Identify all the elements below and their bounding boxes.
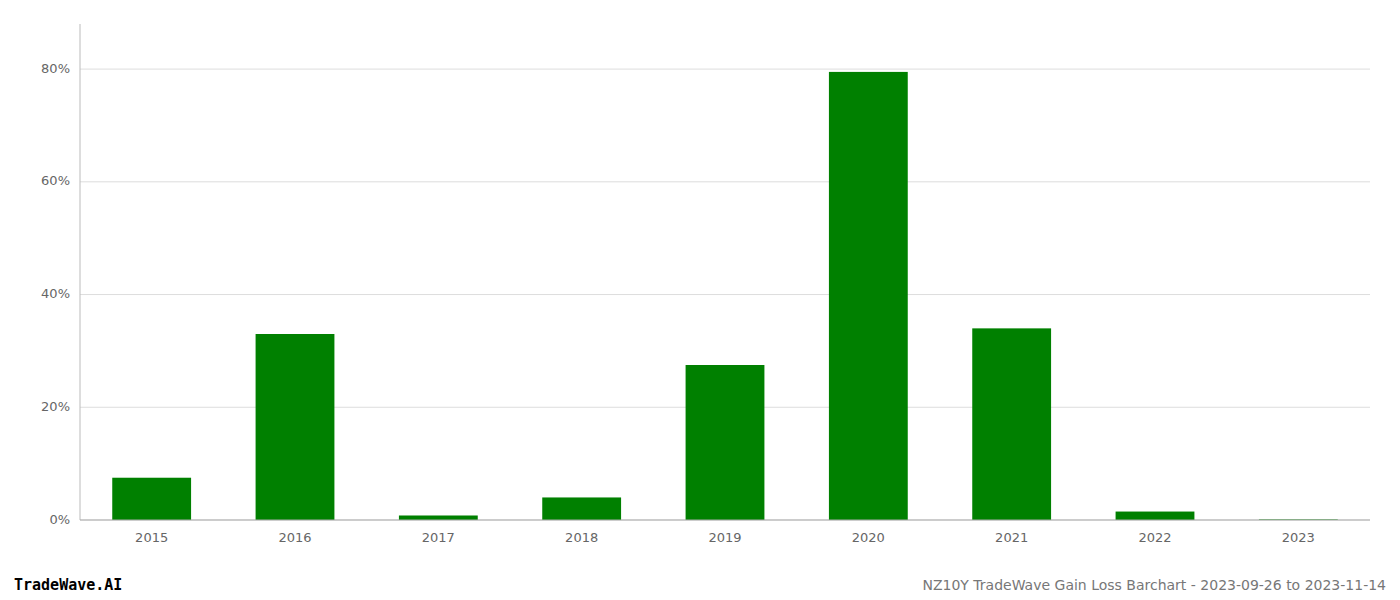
- bar: [542, 497, 621, 520]
- grid-line: [80, 520, 1370, 521]
- x-tick-label: 2017: [422, 530, 455, 545]
- bar: [1116, 512, 1195, 520]
- bars: [112, 72, 1338, 520]
- bar: [256, 334, 335, 520]
- y-axis: 0% 20% 40% 60% 80%: [41, 24, 80, 527]
- grid: [80, 69, 1370, 520]
- grid-line: [80, 294, 1370, 295]
- x-tick-label: 2021: [995, 530, 1028, 545]
- bar: [829, 72, 908, 520]
- chart-svg: 0%20%40%60%80%20152016201720182019202020…: [0, 0, 1400, 600]
- bar: [112, 478, 191, 520]
- bar: [972, 328, 1051, 520]
- x-tick-label: 2018: [565, 530, 598, 545]
- y-tick-label: 40%: [41, 286, 70, 301]
- x-tick-label: 2016: [278, 530, 311, 545]
- footer-right: NZ10Y TradeWave Gain Loss Barchart - 202…: [922, 577, 1386, 593]
- x-axis: 2015 2016 2017 2018 2019 2020 2021 2022 2023: [80, 520, 1370, 545]
- bar: [686, 365, 765, 520]
- y-tick-label: 20%: [41, 399, 70, 414]
- y-tick-label: 80%: [41, 61, 70, 76]
- x-tick-label: 2023: [1282, 530, 1315, 545]
- x-tick-label: 2020: [852, 530, 885, 545]
- x-tick-label: 2022: [1138, 530, 1171, 545]
- y-tick-label: 60%: [41, 173, 70, 188]
- y-axis-line: [80, 24, 81, 520]
- footer-left: TradeWave.AI: [14, 576, 122, 594]
- y-tick-label: 0%: [49, 512, 70, 527]
- x-axis-line: [80, 520, 1370, 521]
- x-tick-label: 2019: [708, 530, 741, 545]
- grid-line: [80, 69, 1370, 70]
- chart-container: 0%20%40%60%80%20152016201720182019202020…: [0, 0, 1400, 600]
- grid-line: [80, 181, 1370, 182]
- x-tick-label: 2015: [135, 530, 168, 545]
- bar: [399, 515, 478, 520]
